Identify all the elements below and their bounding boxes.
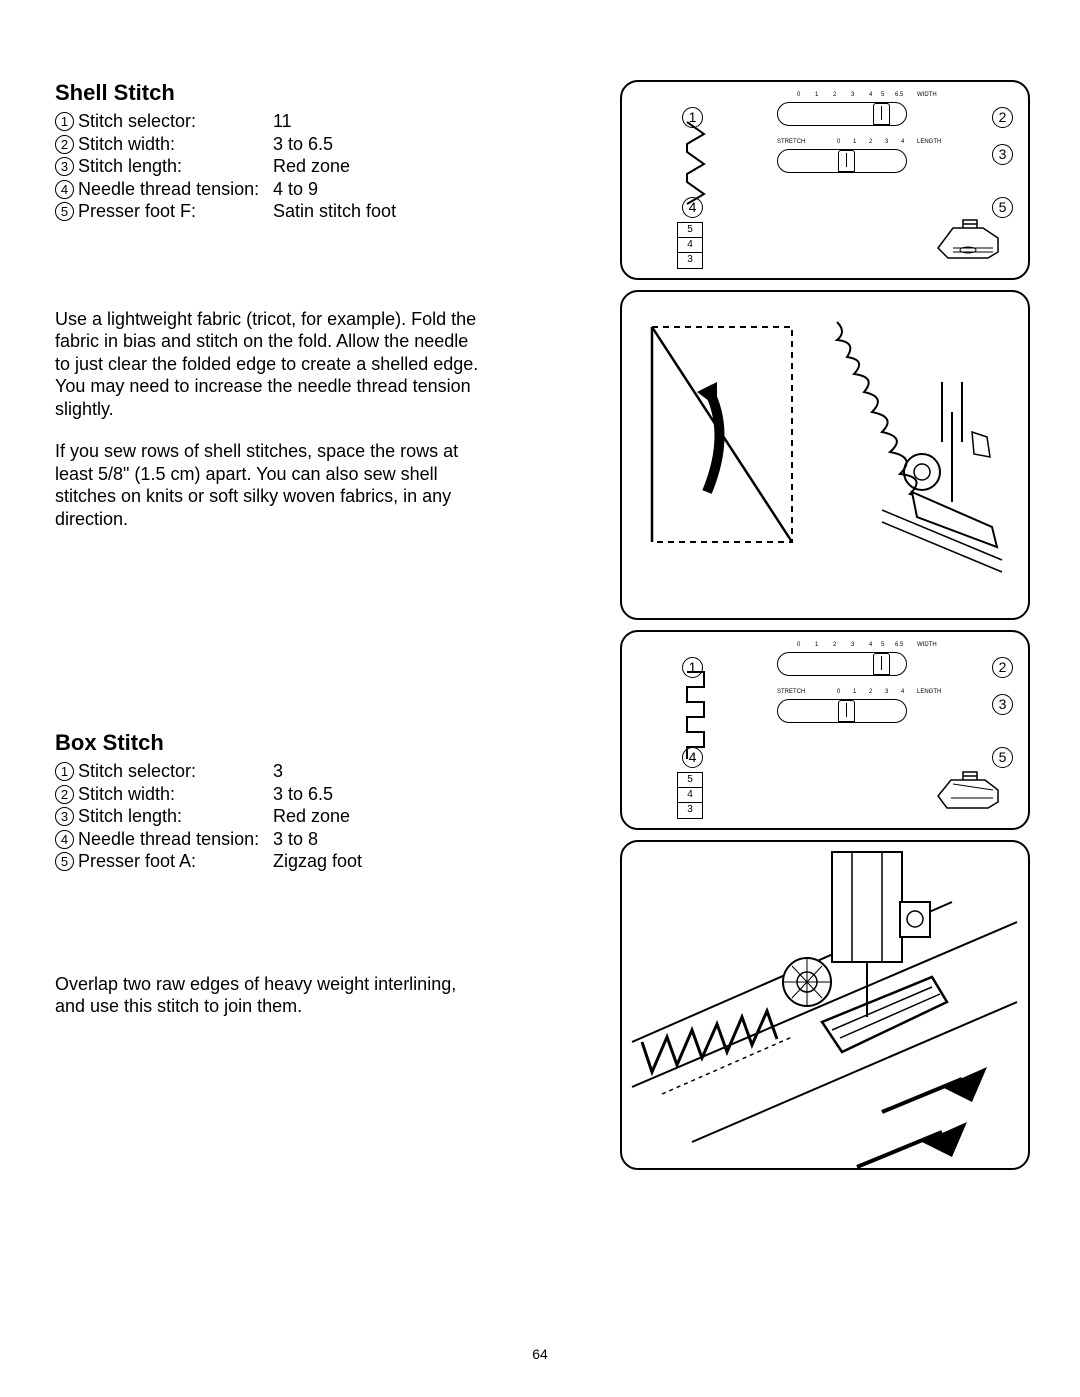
illustration-box	[620, 840, 1030, 1170]
setting-row: 5 Presser foot F: Satin stitch foot	[55, 200, 485, 223]
tension-val: 5	[678, 773, 702, 788]
presser-foot-icon	[933, 768, 1003, 810]
tension-val: 3	[678, 253, 702, 268]
setting-value: Red zone	[273, 805, 485, 828]
setting-value: 4 to 9	[273, 178, 485, 201]
section-title-shell: Shell Stitch	[55, 80, 485, 106]
setting-label: Needle thread tension:	[78, 828, 273, 851]
settings-list-shell: 1 Stitch selector: 11 2 Stitch width: 3 …	[55, 110, 485, 223]
illustration-shell	[620, 290, 1030, 620]
length-scale-bar	[777, 699, 907, 723]
setting-value: Satin stitch foot	[273, 200, 485, 223]
settings-diagram-shell: 1 2 3 4 5 0 1 2 3 4 5 6.5 WIDTH	[620, 80, 1030, 280]
setting-row: 4 Needle thread tension: 3 to 8	[55, 828, 485, 851]
setting-num-icon: 3	[55, 807, 74, 826]
setting-row: 2 Stitch width: 3 to 6.5	[55, 783, 485, 806]
setting-label: Presser foot F:	[78, 200, 273, 223]
setting-num-icon: 2	[55, 135, 74, 154]
width-label: WIDTH	[917, 642, 937, 648]
shell-illustration-icon	[622, 292, 1028, 618]
section-title-box: Box Stitch	[55, 730, 485, 756]
stretch-label: STRETCH	[777, 689, 805, 695]
setting-value: 3	[273, 760, 485, 783]
setting-num-icon: 1	[55, 112, 74, 131]
length-label: LENGTH	[917, 689, 941, 695]
tension-val: 4	[678, 788, 702, 803]
width-knob-icon	[873, 103, 890, 125]
setting-value: 3 to 6.5	[273, 133, 485, 156]
setting-num-icon: 5	[55, 852, 74, 871]
length-knob-icon	[838, 150, 855, 172]
left-column: Shell Stitch 1 Stitch selector: 11 2 Sti…	[55, 80, 485, 1018]
setting-row: 5 Presser foot A: Zigzag foot	[55, 850, 485, 873]
presser-foot-icon	[933, 218, 1003, 260]
paragraph: If you sew rows of shell stitches, space…	[55, 440, 485, 530]
setting-value: 3 to 8	[273, 828, 485, 851]
setting-row: 3 Stitch length: Red zone	[55, 805, 485, 828]
setting-label: Stitch width:	[78, 133, 273, 156]
length-knob-icon	[838, 700, 855, 722]
setting-num-icon: 2	[55, 785, 74, 804]
setting-num-icon: 4	[55, 830, 74, 849]
setting-num-icon: 5	[55, 202, 74, 221]
width-knob-icon	[873, 653, 890, 675]
box-illustration-icon	[622, 842, 1028, 1168]
length-label: LENGTH	[917, 139, 941, 145]
setting-row: 1 Stitch selector: 3	[55, 760, 485, 783]
length-scale-bar	[777, 149, 907, 173]
setting-label: Presser foot A:	[78, 850, 273, 873]
width-scale-bar	[777, 102, 907, 126]
body-text-shell: Use a lightweight fabric (tricot, for ex…	[55, 308, 485, 531]
tension-val: 4	[678, 238, 702, 253]
setting-row: 4 Needle thread tension: 4 to 9	[55, 178, 485, 201]
setting-label: Needle thread tension:	[78, 178, 273, 201]
setting-row: 2 Stitch width: 3 to 6.5	[55, 133, 485, 156]
paragraph: Use a lightweight fabric (tricot, for ex…	[55, 308, 485, 421]
page-root: Shell Stitch 1 Stitch selector: 11 2 Sti…	[0, 0, 1080, 1397]
setting-value: 3 to 6.5	[273, 783, 485, 806]
setting-num-icon: 4	[55, 180, 74, 199]
setting-label: Stitch selector:	[78, 110, 273, 133]
setting-label: Stitch length:	[78, 805, 273, 828]
width-label: WIDTH	[917, 92, 937, 98]
page-number: 64	[532, 1346, 548, 1362]
tension-val: 3	[678, 803, 702, 818]
body-text-box: Overlap two raw edges of heavy weight in…	[55, 973, 485, 1018]
tension-scale: 5 4 3	[677, 772, 703, 819]
setting-value: 11	[273, 110, 485, 133]
settings-list-box: 1 Stitch selector: 3 2 Stitch width: 3 t…	[55, 760, 485, 873]
stitch-pattern-icon	[682, 117, 712, 212]
setting-num-icon: 1	[55, 762, 74, 781]
width-scale-bar	[777, 652, 907, 676]
settings-diagram-box: 1 2 3 4 5 0 1 2 3 4 5 6.5 WIDTH	[620, 630, 1030, 830]
scale-group: 0 1 2 3 4 5 6.5 WIDTH STRETCH 0 1	[777, 642, 1007, 728]
scale-group: 0 1 2 3 4 5 6.5 WIDTH STRETCH 0 1	[777, 92, 1007, 178]
setting-row: 3 Stitch length: Red zone	[55, 155, 485, 178]
stretch-label: STRETCH	[777, 139, 805, 145]
setting-row: 1 Stitch selector: 11	[55, 110, 485, 133]
setting-label: Stitch selector:	[78, 760, 273, 783]
setting-value: Red zone	[273, 155, 485, 178]
right-column: 1 2 3 4 5 0 1 2 3 4 5 6.5 WIDTH	[620, 80, 1030, 1180]
callout-icon: 5	[992, 747, 1013, 768]
setting-num-icon: 3	[55, 157, 74, 176]
tension-val: 5	[678, 223, 702, 238]
setting-label: Stitch width:	[78, 783, 273, 806]
tension-scale: 5 4 3	[677, 222, 703, 269]
stitch-pattern-icon	[682, 667, 712, 762]
paragraph: Overlap two raw edges of heavy weight in…	[55, 973, 485, 1018]
callout-icon: 5	[992, 197, 1013, 218]
setting-label: Stitch length:	[78, 155, 273, 178]
setting-value: Zigzag foot	[273, 850, 485, 873]
